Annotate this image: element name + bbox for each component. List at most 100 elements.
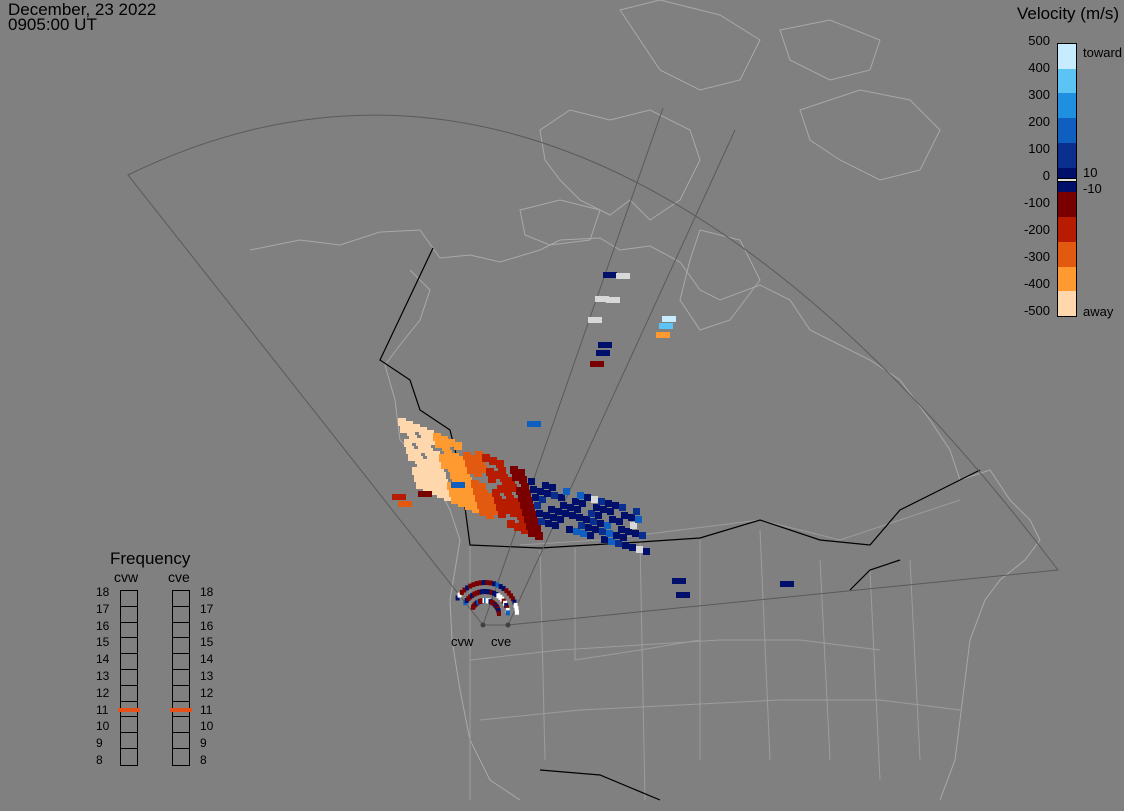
velocity-cell [444,493,452,501]
velocity-cell [455,467,463,475]
velocity-cell [475,494,483,502]
velocity-cell [676,592,690,598]
frequency-number: 10 [96,719,110,734]
frequency-number: 12 [96,685,110,700]
velocity-cell [442,486,450,494]
field-of-view [127,107,1059,626]
velocity-cell [529,511,537,519]
frequency-number: 11 [96,702,109,717]
velocity-cell [512,599,517,605]
velocity-cell [522,508,530,516]
velocity-cell [416,481,424,489]
frequency-number: 17 [200,601,214,616]
velocity-cell [461,488,469,496]
velocity-cell [616,518,623,525]
velocity-cell [501,585,506,591]
velocity-cell [400,425,408,433]
velocity-cell [643,548,650,555]
velocity-cell [423,441,431,449]
velocity-label-toward: toward [1083,45,1123,60]
velocity-cell [580,530,587,537]
velocity-cell [474,581,479,587]
frequency-active-marker [170,707,192,712]
velocity-cell [494,591,499,597]
date-label: December, 23 2022 [8,0,157,19]
velocity-cell [424,466,432,474]
frequency-number: 18 [96,585,110,599]
frequency-number: 15 [96,635,110,650]
velocity-cell [500,474,508,482]
velocity-cell [509,593,514,599]
velocity-cell [430,487,438,495]
velocity-cell [515,505,523,513]
velocity-cell [436,465,444,473]
velocity-cell [625,528,632,535]
velocity-cell [599,528,606,535]
velocity-cell [518,494,526,502]
velocity-cell [413,449,421,457]
velocity-cell [604,522,611,529]
velocity-tick: 400 [1028,60,1050,75]
velocity-cell [468,491,476,499]
velocity-cell [527,421,541,427]
velocity-cell [630,522,637,529]
velocity-cell [574,506,581,513]
velocity-cell [592,526,599,533]
frequency-number: 14 [96,652,110,667]
velocity-cell [417,463,425,471]
velocity-cell [496,611,501,617]
velocity-cell [573,528,580,535]
radar-label-cvw: cvw [451,634,474,649]
velocity-cell [780,581,794,587]
velocity-cell [603,272,617,278]
velocity-cell [497,485,505,493]
velocity-cell [491,507,499,515]
velocity-cell [510,509,518,517]
velocity-cell [507,477,515,485]
velocity-cell [484,589,489,595]
velocity-cell [444,450,452,458]
velocity-cell [510,466,518,474]
velocity-cell [587,532,594,539]
velocity-cell [598,498,605,505]
frequency-number: 16 [200,618,214,633]
velocity-cell [615,540,622,547]
velocity-cell [633,508,640,515]
coastlines [249,0,1041,801]
velocity-cell [431,469,439,477]
cvw-site-marker [480,622,486,628]
velocity-cell [578,522,585,529]
velocity-cell [405,421,413,429]
velocity-cell [548,506,555,513]
velocity-cell [542,482,549,489]
velocity-cell [607,508,614,515]
velocity-cell [481,580,486,586]
velocity-cell [579,500,586,507]
velocity-cell [487,493,495,501]
velocity-cell [455,595,460,601]
velocity-cell [419,427,427,435]
radar-label-cve: cve [491,634,512,649]
velocity-cell [416,438,424,446]
velocity-cell [478,580,483,586]
velocity-cell [536,510,543,517]
velocity-cell [418,445,426,453]
velocity-cell [601,536,608,543]
velocity-cell [590,518,597,525]
velocity-cell [493,471,501,479]
time-label: 0905:00 UT [8,15,97,34]
colorbar-segment [1058,142,1076,168]
velocity-cell [480,490,488,498]
colorbar-segment [1058,118,1076,143]
frequency-number: 13 [96,669,110,683]
velocity-cell [425,448,433,456]
velocity-label-plus10: 10 [1083,165,1098,180]
velocity-cell [471,480,479,488]
velocity-cell [550,514,557,521]
velocity-cell [492,489,500,497]
velocity-cell [456,492,464,500]
velocity-cell [517,512,525,520]
velocity-cell [426,430,434,438]
colorbar-segment [1058,241,1076,267]
velocity-cell [479,465,487,473]
